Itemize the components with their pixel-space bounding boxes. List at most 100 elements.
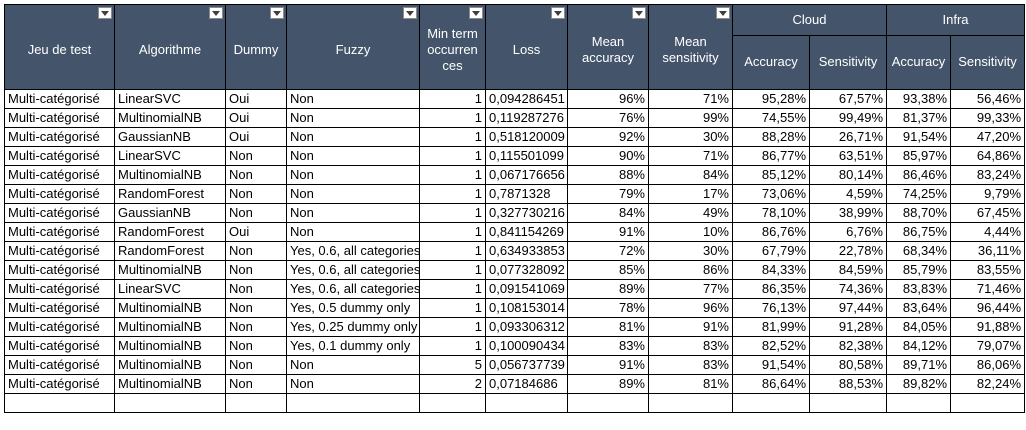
cell-infra-accuracy[interactable]: 86,75% [886, 222, 951, 242]
cell-algorithme[interactable]: MultinomialNB [114, 165, 226, 185]
cell-min-term[interactable]: 1 [419, 298, 486, 318]
cell-algorithme[interactable]: MultinomialNB [114, 374, 226, 394]
cell-jeu-de-test[interactable]: Multi-catégorisé [4, 241, 115, 261]
cell-cloud-accuracy[interactable]: 81,99% [732, 317, 810, 337]
cell-empty[interactable] [114, 393, 226, 413]
cell-infra-sensitivity[interactable]: 56,46% [949, 89, 1026, 109]
cell-min-term[interactable]: 1 [419, 222, 486, 242]
cell-loss[interactable]: 0,634933853 [485, 241, 568, 261]
cell-fuzzy[interactable]: Non [286, 184, 420, 204]
cell-empty[interactable] [949, 393, 1026, 413]
cell-fuzzy[interactable]: Yes, 0.6, all categories [286, 279, 420, 299]
cell-loss[interactable]: 0,518120009 [485, 127, 568, 147]
cell-infra-sensitivity[interactable]: 96,44% [949, 298, 1026, 318]
filter-dropdown-icon[interactable] [98, 7, 112, 19]
cell-min-term[interactable]: 1 [419, 184, 486, 204]
cell-infra-accuracy[interactable]: 88,70% [886, 203, 951, 223]
cell-mean-accuracy[interactable]: 91% [567, 222, 649, 242]
cell-fuzzy[interactable]: Non [286, 89, 420, 109]
cell-jeu-de-test[interactable]: Multi-catégorisé [4, 279, 115, 299]
cell-algorithme[interactable]: MultinomialNB [114, 317, 226, 337]
cell-mean-sensitivity[interactable]: 30% [648, 127, 733, 147]
cell-cloud-sensitivity[interactable]: 6,76% [809, 222, 887, 242]
cell-infra-accuracy[interactable]: 86,46% [886, 165, 951, 185]
cell-min-term[interactable]: 1 [419, 146, 486, 166]
cell-dummy[interactable]: Oui [225, 89, 287, 109]
cell-dummy[interactable]: Oui [225, 108, 287, 128]
cell-jeu-de-test[interactable]: Multi-catégorisé [4, 184, 115, 204]
cell-cloud-sensitivity[interactable]: 82,38% [809, 336, 887, 356]
cell-jeu-de-test[interactable]: Multi-catégorisé [4, 146, 115, 166]
cell-min-term[interactable]: 1 [419, 127, 486, 147]
cell-infra-accuracy[interactable]: 81,37% [886, 108, 951, 128]
cell-algorithme[interactable]: MultinomialNB [114, 355, 226, 375]
cell-mean-sensitivity[interactable]: 30% [648, 241, 733, 261]
cell-algorithme[interactable]: MultinomialNB [114, 336, 226, 356]
cell-algorithme[interactable]: GaussianNB [114, 127, 226, 147]
cell-mean-sensitivity[interactable]: 96% [648, 298, 733, 318]
cell-jeu-de-test[interactable]: Multi-catégorisé [4, 203, 115, 223]
cell-infra-accuracy[interactable]: 93,38% [886, 89, 951, 109]
cell-infra-sensitivity[interactable]: 86,06% [949, 355, 1026, 375]
cell-cloud-accuracy[interactable]: 86,77% [732, 146, 810, 166]
cell-mean-sensitivity[interactable]: 86% [648, 260, 733, 280]
cell-cloud-accuracy[interactable]: 67,79% [732, 241, 810, 261]
cell-dummy[interactable]: Non [225, 165, 287, 185]
cell-dummy[interactable]: Non [225, 184, 287, 204]
cell-cloud-accuracy[interactable]: 84,33% [732, 260, 810, 280]
cell-min-term[interactable]: 1 [419, 260, 486, 280]
cell-infra-accuracy[interactable]: 83,83% [886, 279, 951, 299]
cell-cloud-accuracy[interactable]: 88,28% [732, 127, 810, 147]
cell-infra-accuracy[interactable]: 89,71% [886, 355, 951, 375]
cell-mean-accuracy[interactable]: 76% [567, 108, 649, 128]
cell-empty[interactable] [419, 393, 486, 413]
cell-dummy[interactable]: Non [225, 260, 287, 280]
cell-cloud-accuracy[interactable]: 95,28% [732, 89, 810, 109]
cell-mean-accuracy[interactable]: 91% [567, 355, 649, 375]
cell-fuzzy[interactable]: Non [286, 374, 420, 394]
cell-loss[interactable]: 0,841154269 [485, 222, 568, 242]
cell-mean-accuracy[interactable]: 92% [567, 127, 649, 147]
cell-jeu-de-test[interactable]: Multi-catégorisé [4, 298, 115, 318]
cell-mean-sensitivity[interactable]: 83% [648, 355, 733, 375]
cell-mean-accuracy[interactable]: 89% [567, 374, 649, 394]
filter-dropdown-icon[interactable] [403, 7, 417, 19]
cell-infra-sensitivity[interactable]: 64,86% [949, 146, 1026, 166]
cell-min-term[interactable]: 2 [419, 374, 486, 394]
cell-algorithme[interactable]: RandomForest [114, 222, 226, 242]
cell-cloud-sensitivity[interactable]: 80,14% [809, 165, 887, 185]
cell-mean-sensitivity[interactable]: 83% [648, 336, 733, 356]
cell-fuzzy[interactable]: Non [286, 203, 420, 223]
cell-infra-accuracy[interactable]: 85,97% [886, 146, 951, 166]
cell-cloud-sensitivity[interactable]: 84,59% [809, 260, 887, 280]
cell-dummy[interactable]: Non [225, 336, 287, 356]
cell-infra-sensitivity[interactable]: 83,55% [949, 260, 1026, 280]
cell-empty[interactable] [485, 393, 568, 413]
cell-fuzzy[interactable]: Non [286, 127, 420, 147]
cell-cloud-sensitivity[interactable]: 97,44% [809, 298, 887, 318]
filter-dropdown-icon[interactable] [632, 7, 646, 19]
cell-min-term[interactable]: 1 [419, 241, 486, 261]
cell-jeu-de-test[interactable]: Multi-catégorisé [4, 127, 115, 147]
cell-loss[interactable]: 0,091541069 [485, 279, 568, 299]
cell-mean-accuracy[interactable]: 88% [567, 165, 649, 185]
cell-empty[interactable] [886, 393, 951, 413]
cell-fuzzy[interactable]: Yes, 0.1 dummy only [286, 336, 420, 356]
cell-min-term[interactable]: 1 [419, 89, 486, 109]
cell-dummy[interactable]: Oui [225, 222, 287, 242]
cell-cloud-sensitivity[interactable]: 38,99% [809, 203, 887, 223]
cell-min-term[interactable]: 1 [419, 279, 486, 299]
cell-mean-sensitivity[interactable]: 99% [648, 108, 733, 128]
cell-cloud-sensitivity[interactable]: 26,71% [809, 127, 887, 147]
cell-mean-sensitivity[interactable]: 81% [648, 374, 733, 394]
cell-infra-sensitivity[interactable]: 99,33% [949, 108, 1026, 128]
cell-cloud-accuracy[interactable]: 86,64% [732, 374, 810, 394]
cell-infra-sensitivity[interactable]: 67,45% [949, 203, 1026, 223]
cell-loss[interactable]: 0,7871328 [485, 184, 568, 204]
cell-empty[interactable] [732, 393, 810, 413]
cell-algorithme[interactable]: GaussianNB [114, 203, 226, 223]
cell-jeu-de-test[interactable]: Multi-catégorisé [4, 89, 115, 109]
cell-fuzzy[interactable]: Yes, 0.5 dummy only [286, 298, 420, 318]
cell-loss[interactable]: 0,056737739 [485, 355, 568, 375]
cell-jeu-de-test[interactable]: Multi-catégorisé [4, 317, 115, 337]
